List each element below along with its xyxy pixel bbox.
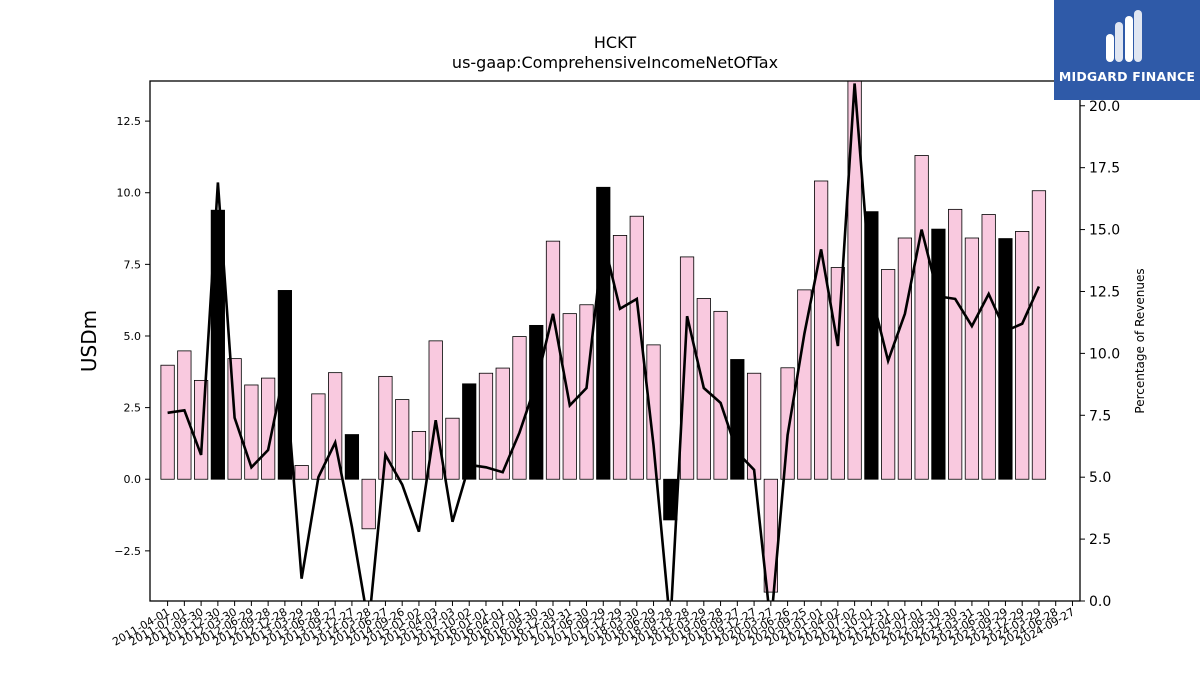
bar bbox=[1015, 231, 1030, 480]
y-tick-label: 5.0 bbox=[124, 330, 142, 343]
bar bbox=[1031, 190, 1047, 480]
bar bbox=[210, 209, 225, 480]
x-axis-ticks: 2011-04-012011-07-012011-09-302011-12-30… bbox=[110, 601, 1077, 649]
bar bbox=[713, 310, 728, 480]
y2-tick-label: 0.0 bbox=[1089, 594, 1111, 610]
y2-tick-label: 7.5 bbox=[1089, 408, 1111, 424]
left-axis-ticks: −2.5 0.0 2.5 5.0 7.5 10.0 12.5 bbox=[114, 115, 150, 558]
bar bbox=[780, 367, 795, 480]
bar bbox=[378, 375, 393, 480]
y2-tick-label: 17.5 bbox=[1089, 161, 1120, 177]
y-tick-label: 2.5 bbox=[124, 402, 142, 415]
bar bbox=[830, 267, 845, 480]
y2-tick-label: 15.0 bbox=[1089, 223, 1120, 239]
bar bbox=[344, 434, 360, 480]
bar bbox=[814, 180, 829, 480]
bar bbox=[948, 208, 963, 480]
bar bbox=[596, 186, 611, 480]
bar bbox=[931, 228, 946, 480]
bars-layer bbox=[160, 81, 1047, 593]
bar bbox=[897, 237, 912, 480]
bar bbox=[646, 344, 661, 480]
bar bbox=[411, 430, 427, 480]
brand-logo: MIDGARD FINANCE bbox=[1054, 0, 1200, 100]
bar bbox=[914, 155, 929, 480]
y-tick-label: 10.0 bbox=[117, 187, 142, 200]
bar bbox=[981, 214, 996, 480]
chart-title: HCKT bbox=[594, 33, 636, 52]
bar bbox=[160, 364, 175, 480]
bar bbox=[730, 359, 745, 480]
bar bbox=[361, 478, 376, 530]
bar bbox=[478, 372, 494, 480]
plot-frame bbox=[149, 80, 1081, 602]
logo-mark-icon bbox=[1106, 10, 1142, 62]
bar bbox=[562, 313, 577, 480]
bar bbox=[797, 289, 812, 480]
y-tick-label: 12.5 bbox=[117, 115, 142, 128]
bar bbox=[663, 478, 678, 521]
y2-tick-label: 2.5 bbox=[1089, 532, 1111, 548]
bar bbox=[395, 399, 410, 480]
y2-tick-label: 10.0 bbox=[1089, 346, 1120, 362]
y-tick-label: 0.0 bbox=[124, 473, 142, 486]
bar bbox=[177, 350, 192, 480]
y2-tick-label: 20.0 bbox=[1089, 99, 1120, 115]
ratio-line-layer bbox=[167, 83, 1041, 601]
bar bbox=[679, 256, 695, 480]
bar bbox=[462, 383, 477, 480]
bar bbox=[495, 367, 510, 480]
bar bbox=[847, 81, 862, 480]
y-axis-label: USDm bbox=[77, 310, 101, 372]
bar bbox=[964, 237, 980, 480]
chart-subtitle: us-gaap:ComprehensiveIncomeNetOfTax bbox=[452, 53, 778, 72]
bar bbox=[881, 269, 896, 480]
bar bbox=[445, 417, 460, 480]
y-tick-label: −2.5 bbox=[114, 545, 141, 558]
bar bbox=[277, 290, 292, 480]
y2-axis-label: Percentage of Revenues bbox=[1133, 268, 1147, 413]
bar bbox=[612, 235, 628, 480]
ratio-line bbox=[167, 83, 1041, 601]
y2-tick-label: 12.5 bbox=[1089, 284, 1120, 300]
bar bbox=[998, 238, 1013, 480]
right-axis-ticks: 0.0 2.5 5.0 7.5 10.0 12.5 15.0 17.5 20.0 bbox=[1080, 99, 1120, 610]
y2-tick-label: 5.0 bbox=[1089, 470, 1111, 486]
bar bbox=[294, 465, 309, 480]
bar bbox=[864, 211, 879, 480]
bar bbox=[529, 324, 544, 480]
brand-name: MIDGARD FINANCE bbox=[1058, 69, 1196, 84]
y-tick-label: 7.5 bbox=[124, 258, 142, 271]
bar bbox=[545, 240, 561, 480]
bar bbox=[512, 336, 527, 480]
